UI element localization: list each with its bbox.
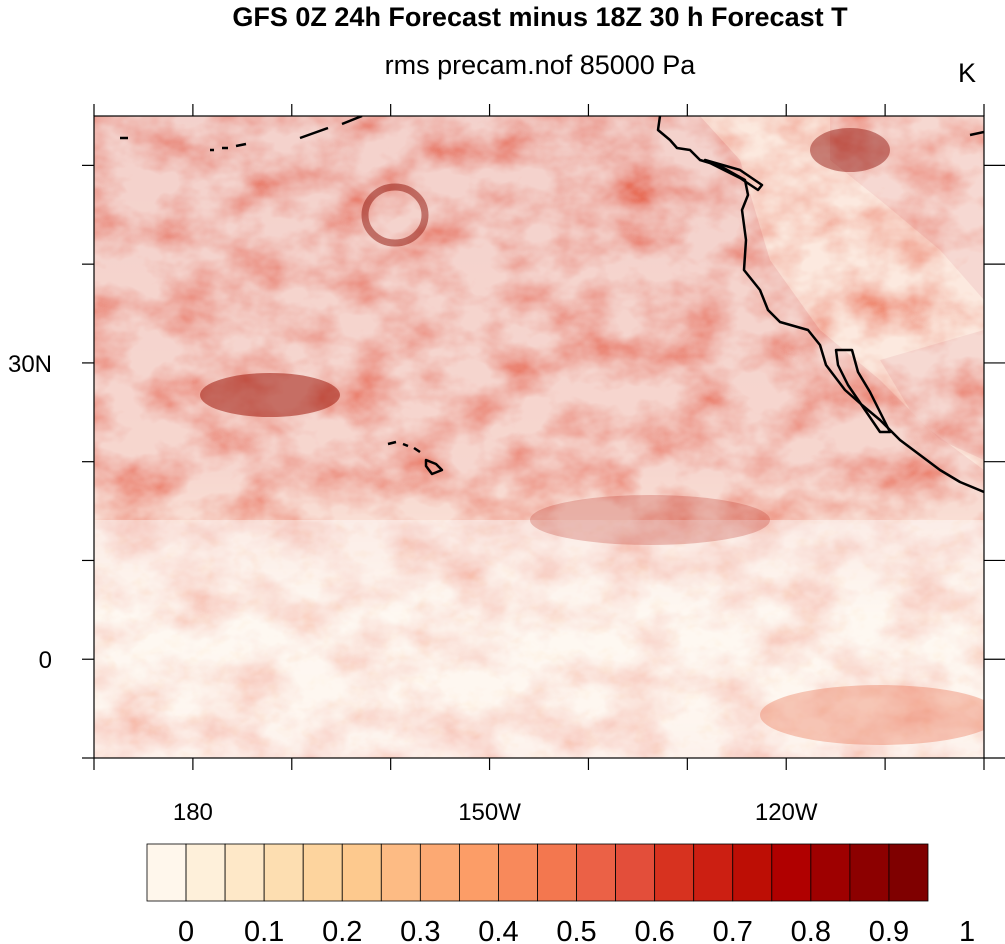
colorbar-label: 0.1 [244, 916, 284, 944]
field-texture-south [94, 520, 984, 758]
colorbar-swatch [341, 843, 382, 902]
y-tick-label: 0 [39, 647, 52, 674]
colorbar: 0 0.1 0.2 0.3 0.4 0.5 0.6 0.7 0.8 0.9 1 [146, 843, 975, 944]
dark-band-south [760, 685, 984, 745]
colorbar-swatch [810, 843, 851, 902]
colorbar-swatch [615, 843, 656, 902]
coastlines [120, 116, 984, 494]
colorbar-label: 0.2 [322, 916, 362, 944]
coastline-baja [834, 348, 892, 434]
x-tick-label: 180 [173, 799, 213, 826]
coastline-hawaii [387, 440, 444, 476]
colorbar-swatch [732, 843, 773, 902]
colorbar-label: 0.7 [713, 916, 753, 944]
colorbar-swatch [849, 843, 890, 902]
coastline-north-america [656, 116, 984, 494]
colorbar-swatch [419, 843, 460, 902]
colorbar-swatch [771, 843, 812, 902]
colorbar-swatch [654, 843, 695, 902]
colorbar-label: 0.5 [556, 916, 596, 944]
colorbar-label: 0.4 [478, 916, 518, 944]
plot-frame [93, 115, 985, 759]
y-tick-label: 30N [8, 351, 52, 378]
colorbar-swatch [224, 843, 265, 902]
y-axis: 30N 0 [8, 164, 1005, 759]
x-tick-label: 120W [755, 799, 818, 826]
colorbar-swatch [263, 843, 304, 902]
colorbar-label: 0.8 [791, 916, 831, 944]
colorbar-label: 0.3 [400, 916, 440, 944]
colorbar-label: 0.6 [634, 916, 674, 944]
colorbar-label: 0 [178, 916, 194, 944]
coastline-hudson [969, 130, 984, 137]
dark-band [530, 495, 770, 545]
colorbar-swatch [146, 843, 187, 902]
x-tick-label: 150W [458, 799, 521, 826]
dark-blob [200, 373, 340, 417]
map-subtitle: rms precam.nof 85000 Pa [384, 50, 696, 80]
colorbar-swatch [693, 843, 734, 902]
dark-ring [361, 183, 429, 247]
colorbar-swatch [576, 843, 616, 902]
colorbar-swatch [185, 843, 226, 902]
x-axis: 180 150W 120W [93, 104, 985, 826]
map-title: GFS 0Z 24h Forecast minus 18Z 30 h Forec… [232, 2, 848, 32]
colorbar-label: 0.9 [869, 916, 909, 944]
colorbar-swatch [458, 843, 499, 902]
colorbar-label: 1 [959, 916, 975, 944]
colorbar-swatch [888, 843, 929, 902]
colorbar-swatch [380, 843, 421, 902]
coastline-aleutians-west [120, 136, 247, 152]
colorbar-swatch [302, 843, 343, 902]
coastline-vancouver-island [703, 158, 764, 192]
coastline-aleutians [299, 116, 363, 140]
map-plot-area [94, 116, 984, 758]
colorbar-swatch [537, 843, 577, 902]
units-label: K [958, 58, 977, 88]
colorbar-swatch [498, 843, 538, 902]
dark-blob-north [810, 128, 890, 172]
